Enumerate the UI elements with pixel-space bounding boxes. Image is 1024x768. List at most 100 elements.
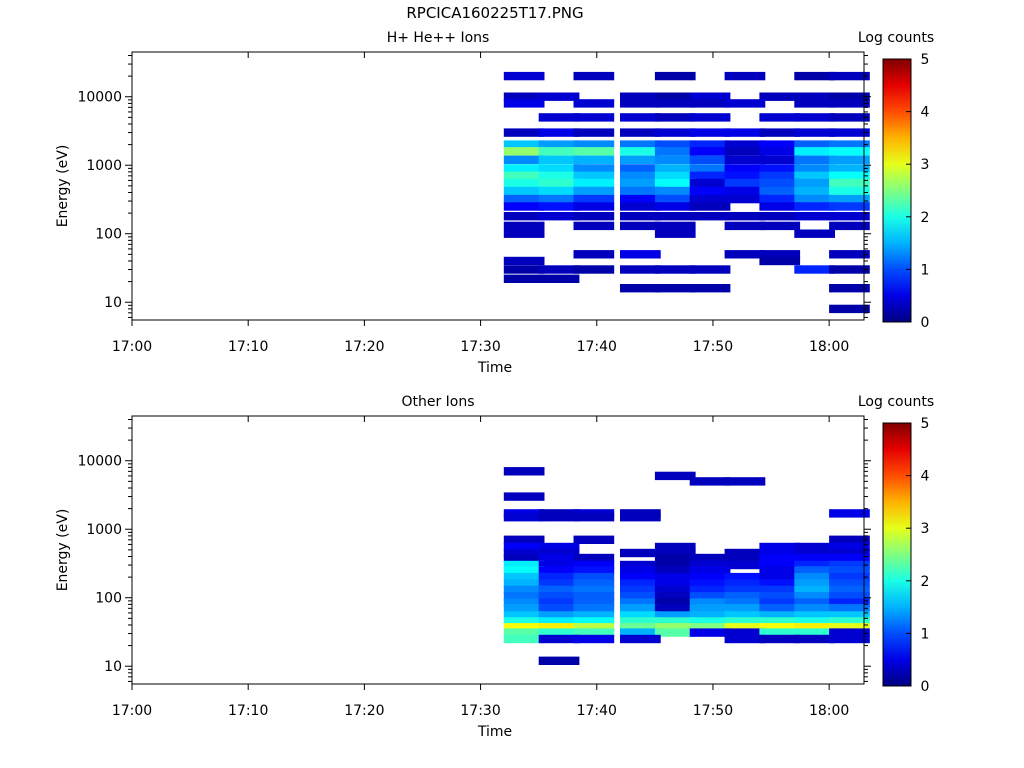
heatmap-cell [573,598,615,607]
heatmap-cell [620,140,661,149]
heatmap-cell [724,250,766,259]
heatmap-cell [724,99,766,108]
heatmap-cell [503,560,545,570]
heatmap-cell [794,579,835,588]
spectrogram-panel-1: H+ He++ Ions 17:00 17:10 17:20 17:30 17:40 17:… [55,30,934,376]
heatmap-cell [538,634,580,644]
heatmap-cell [654,604,696,613]
heatmap-cell [620,617,661,626]
heatmap-cell [689,147,731,156]
heatmap-cell [538,194,580,204]
heatmap-cell [829,221,870,231]
heatmap-cell [654,186,696,196]
heatmap-cell [503,186,545,196]
heatmap-cell [573,164,615,173]
heatmap-cell [503,611,545,620]
x-tick-label: 17:30 [460,703,500,719]
heatmap-cell [538,542,580,552]
heatmap-cell [829,566,870,575]
heatmap-cell [620,194,661,204]
heatmap-cell [689,128,731,137]
colorbar-tick-label: 2 [921,210,930,226]
colorbar-label: Log counts [858,30,934,46]
heatmap-cell [689,284,731,293]
heatmap-cell [620,178,661,188]
heatmap-cell [503,634,545,644]
heatmap-cell [538,92,580,101]
heatmap-cell [689,92,731,101]
heatmap-cell [689,566,731,575]
heatmap-cell [794,604,835,613]
heatmap-cell [620,202,661,211]
heatmap-cell [794,140,835,149]
heatmap-cell [759,634,801,644]
y-tick-label: 10 [104,295,122,311]
heatmap-cell [794,164,835,173]
heatmap-cell [794,542,835,552]
heatmap-cell [503,542,545,552]
heatmap-cell [759,113,801,122]
heatmap-cell [503,617,545,626]
heatmap-cell [573,128,615,137]
heatmap-cell [538,128,580,137]
heatmap-cell [654,202,696,211]
heatmap-cell [794,617,835,626]
heatmap-cell [759,212,801,221]
heatmap-cell [538,265,580,274]
heatmap-cell [654,155,696,164]
heatmap-cell [538,164,580,173]
heatmap-cell [724,634,766,644]
heatmap-cell [759,140,801,149]
heatmap-cell [759,592,801,601]
heatmap-cells [503,71,870,314]
x-tick-label: 17:40 [577,339,617,355]
heatmap-cell [654,147,696,156]
colorbar-tick-label: 2 [921,574,930,590]
spectrogram-panel-2: Other Ions 17:00 17:10 17:20 17:30 17:40 17:50… [55,394,934,740]
heatmap-cell [573,535,615,544]
heatmap-cell [503,553,545,563]
heatmap-cell [794,113,835,122]
heatmap-cell [538,155,580,164]
heatmap-cell [620,566,661,575]
heatmap-cell [654,92,696,101]
heatmap-cell [829,128,870,137]
heatmap-cell [829,164,870,173]
heatmap-cell [829,509,870,518]
heatmap-cell [573,147,615,156]
heatmap-cell [759,186,801,196]
heatmap-cell [689,171,731,180]
heatmap-cell [573,585,615,595]
heatmap-cell [538,623,580,632]
heatmap-cell [573,553,615,563]
heatmap-cell [654,171,696,180]
heatmap-cell [794,186,835,196]
heatmap-cell [503,585,545,595]
x-tick-label: 18:00 [809,339,849,355]
heatmap-cell [573,194,615,204]
heatmap-cell [794,171,835,180]
heatmap-cell [724,628,766,637]
heatmap-cell [794,212,835,221]
heatmap-cell [829,611,870,620]
heatmap-cell [724,572,766,582]
heatmap-cell [689,628,731,637]
colorbar-tick-label: 4 [921,469,930,485]
heatmap-cell [573,221,615,231]
page-title: RPCICA160225T17.PNG [406,4,584,22]
heatmap-cell [829,178,870,188]
heatmap-cell [573,99,615,108]
heatmap-cell [573,171,615,180]
heatmap-cell [573,566,615,575]
heatmap-cell [503,99,545,108]
heatmap-cell [503,548,545,558]
panel-title: H+ He++ Ions [387,30,490,46]
heatmap-cell [794,229,835,238]
heatmap-cell [654,611,696,620]
heatmap-cell [538,560,580,570]
heatmap-cell [654,579,696,588]
heatmap-cell [689,604,731,613]
heatmap-cell [620,579,661,588]
heatmap-cell [724,477,766,486]
